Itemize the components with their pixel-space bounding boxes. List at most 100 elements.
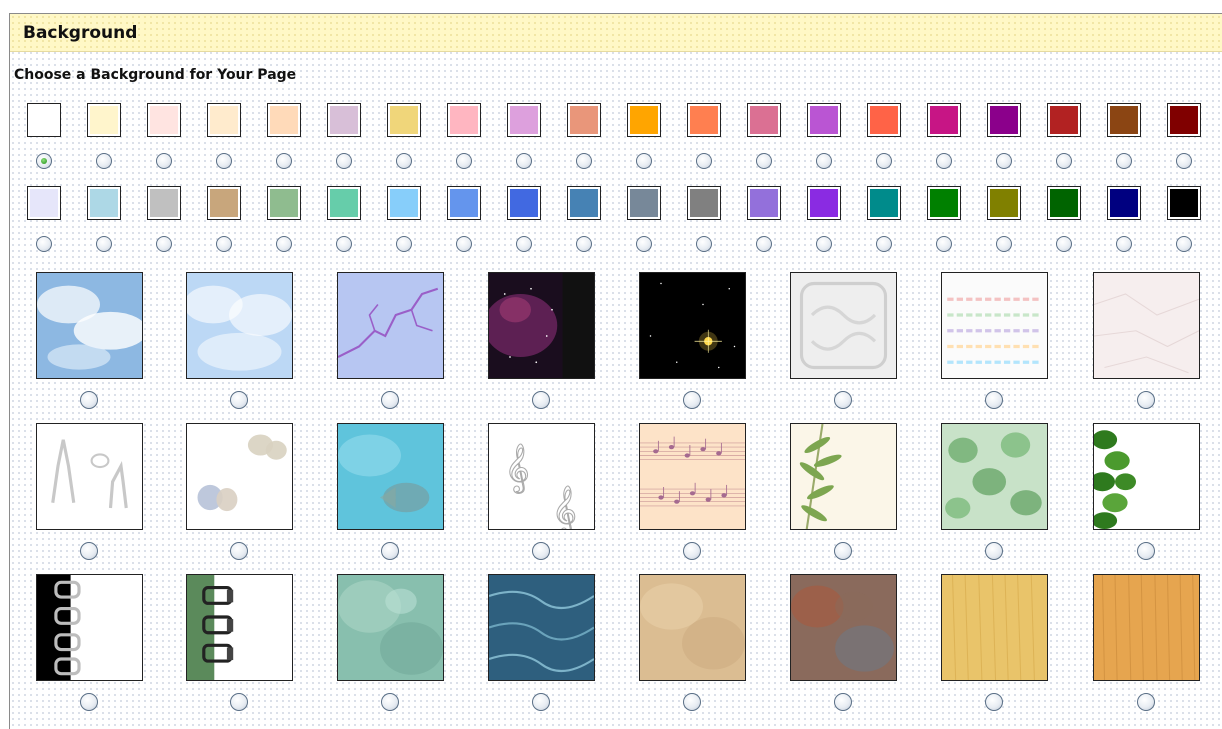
color-swatch[interactable] (567, 186, 601, 220)
texture-tile-orange-wood[interactable] (1093, 574, 1200, 681)
color-radio[interactable] (696, 236, 712, 252)
color-swatch[interactable] (267, 103, 301, 137)
color-swatch[interactable] (447, 186, 481, 220)
color-radio[interactable] (396, 153, 412, 169)
color-swatch[interactable] (627, 103, 661, 137)
color-radio[interactable] (96, 236, 112, 252)
color-radio[interactable] (156, 153, 172, 169)
texture-radio[interactable] (532, 693, 550, 711)
texture-radio[interactable] (532, 391, 550, 409)
color-radio[interactable] (216, 153, 232, 169)
texture-radio[interactable] (985, 693, 1003, 711)
color-swatch[interactable] (687, 186, 721, 220)
color-radio[interactable] (756, 236, 772, 252)
texture-tile-green-leaves-border[interactable] (1093, 423, 1200, 530)
texture-tile-butterfly-outlines[interactable] (186, 423, 293, 530)
color-radio[interactable] (876, 153, 892, 169)
texture-radio[interactable] (230, 693, 248, 711)
color-radio[interactable] (816, 236, 832, 252)
color-radio[interactable] (576, 153, 592, 169)
color-radio[interactable] (936, 236, 952, 252)
texture-tile-starfield[interactable] (639, 272, 746, 379)
color-radio[interactable] (96, 153, 112, 169)
color-radio[interactable] (876, 236, 892, 252)
color-radio[interactable] (36, 236, 52, 252)
color-swatch[interactable] (867, 103, 901, 137)
color-radio[interactable] (1056, 153, 1072, 169)
color-radio[interactable] (636, 236, 652, 252)
color-swatch[interactable] (87, 186, 121, 220)
texture-tile-spiral-binding-black[interactable] (36, 574, 143, 681)
color-swatch[interactable] (1167, 103, 1201, 137)
color-radio[interactable] (1116, 153, 1132, 169)
color-radio[interactable] (1056, 236, 1072, 252)
color-swatch[interactable] (267, 186, 301, 220)
color-radio[interactable] (756, 153, 772, 169)
texture-tile-purple-nebula[interactable] (488, 272, 595, 379)
texture-tile-treble-clef[interactable]: 𝄞 𝄞 (488, 423, 595, 530)
texture-tile-tan-marble[interactable] (639, 574, 746, 681)
texture-radio[interactable] (230, 542, 248, 560)
color-swatch[interactable] (807, 103, 841, 137)
texture-radio[interactable] (683, 391, 701, 409)
color-radio[interactable] (276, 153, 292, 169)
texture-tile-blue-marble[interactable] (488, 574, 595, 681)
color-swatch[interactable] (867, 186, 901, 220)
texture-tile-giraffe-outlines[interactable] (36, 423, 143, 530)
color-radio[interactable] (1176, 236, 1192, 252)
color-swatch[interactable] (747, 186, 781, 220)
texture-radio[interactable] (381, 391, 399, 409)
color-swatch[interactable] (567, 103, 601, 137)
texture-tile-purple-lightning[interactable] (337, 272, 444, 379)
texture-tile-sky-clouds-light[interactable] (186, 272, 293, 379)
texture-tile-white-crumpled[interactable] (1093, 272, 1200, 379)
color-swatch[interactable] (627, 186, 661, 220)
texture-radio[interactable] (230, 391, 248, 409)
texture-radio[interactable] (683, 693, 701, 711)
color-swatch[interactable] (927, 186, 961, 220)
color-swatch[interactable] (807, 186, 841, 220)
texture-radio[interactable] (985, 542, 1003, 560)
color-radio[interactable] (36, 153, 52, 169)
texture-radio[interactable] (80, 391, 98, 409)
color-swatch[interactable] (327, 103, 361, 137)
color-radio[interactable] (456, 236, 472, 252)
texture-radio[interactable] (834, 693, 852, 711)
texture-radio[interactable] (381, 693, 399, 711)
color-radio[interactable] (1116, 236, 1132, 252)
color-radio[interactable] (816, 153, 832, 169)
color-swatch[interactable] (987, 103, 1021, 137)
texture-radio[interactable] (834, 542, 852, 560)
color-swatch[interactable] (507, 186, 541, 220)
color-radio[interactable] (396, 236, 412, 252)
color-swatch[interactable] (387, 103, 421, 137)
texture-radio[interactable] (834, 391, 852, 409)
color-swatch[interactable] (1107, 186, 1141, 220)
texture-tile-music-notes[interactable] (639, 423, 746, 530)
color-swatch[interactable] (927, 103, 961, 137)
texture-radio[interactable] (683, 542, 701, 560)
texture-radio[interactable] (1137, 391, 1155, 409)
texture-tile-sky-clouds-blue[interactable] (36, 272, 143, 379)
texture-tile-teal-marble[interactable] (337, 574, 444, 681)
color-radio[interactable] (636, 153, 652, 169)
color-swatch[interactable] (87, 103, 121, 137)
color-radio[interactable] (996, 153, 1012, 169)
color-swatch[interactable] (27, 186, 61, 220)
color-swatch[interactable] (1167, 186, 1201, 220)
color-swatch[interactable] (1047, 103, 1081, 137)
color-swatch[interactable] (387, 186, 421, 220)
color-swatch[interactable] (327, 186, 361, 220)
texture-radio[interactable] (1137, 542, 1155, 560)
color-radio[interactable] (336, 236, 352, 252)
color-swatch[interactable] (1107, 103, 1141, 137)
texture-tile-bamboo-leaves[interactable] (790, 423, 897, 530)
color-radio[interactable] (216, 236, 232, 252)
color-swatch[interactable] (747, 103, 781, 137)
color-radio[interactable] (1176, 153, 1192, 169)
color-radio[interactable] (336, 153, 352, 169)
texture-radio[interactable] (80, 542, 98, 560)
texture-tile-light-wood[interactable] (941, 574, 1048, 681)
color-radio[interactable] (576, 236, 592, 252)
texture-radio[interactable] (381, 542, 399, 560)
